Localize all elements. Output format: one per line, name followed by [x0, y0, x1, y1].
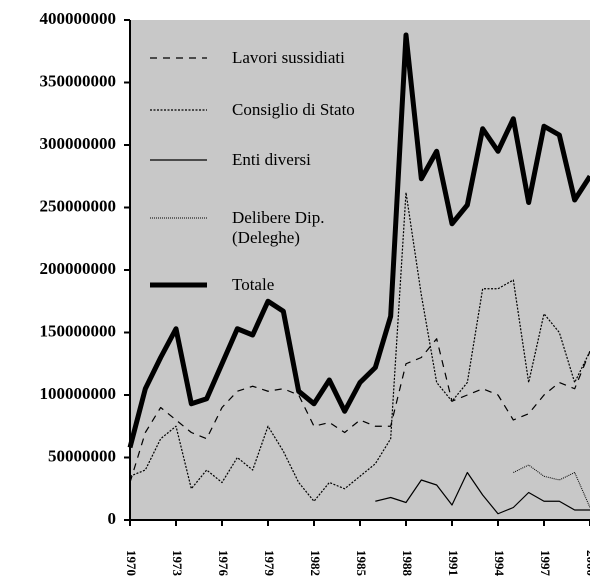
y-tick-label: 300000000	[40, 134, 117, 153]
x-tick-label: 1985	[354, 550, 369, 577]
series-line	[127, 32, 590, 449]
y-tick-label: 400000000	[40, 9, 117, 28]
legend-label: Enti diversi	[232, 150, 311, 169]
x-tick-label: 1994	[492, 550, 507, 577]
y-tick-label: 50000000	[48, 446, 116, 465]
x-tick-label: 2000	[584, 550, 590, 576]
y-tick-label: 100000000	[40, 384, 117, 403]
x-tick-label: 1973	[170, 550, 185, 577]
x-tick-label: 1991	[446, 550, 461, 576]
series-line	[129, 191, 590, 502]
y-tick-label: 150000000	[40, 321, 117, 340]
x-tick-label: 1979	[262, 550, 277, 577]
x-tick-label: 1970	[124, 550, 139, 576]
series-line	[129, 338, 590, 483]
y-tick-label: 250000000	[40, 196, 117, 215]
legend-label: Consiglio di Stato	[232, 100, 355, 119]
x-tick-label: 1976	[216, 550, 231, 577]
y-tick-label: 0	[108, 509, 117, 528]
legend-label: Delibere Dip. (Deleghe)	[232, 208, 325, 247]
y-tick-label: 200000000	[40, 259, 117, 278]
series-line	[513, 464, 590, 508]
legend-label: Lavori sussidiati	[232, 48, 345, 67]
legend-label: Totale	[232, 275, 275, 294]
plot-area	[130, 20, 590, 520]
x-tick-label: 1997	[538, 550, 553, 577]
x-tick-label: 1982	[308, 550, 323, 576]
y-tick-label: 350000000	[40, 71, 117, 90]
x-tick-label: 1988	[400, 550, 415, 577]
series-line	[375, 471, 590, 515]
